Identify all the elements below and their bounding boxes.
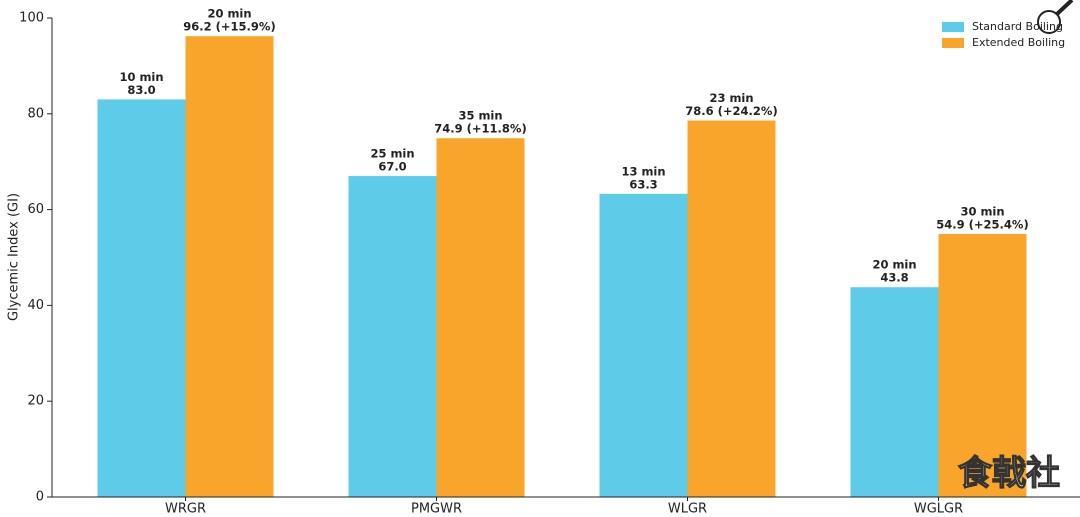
bar (687, 120, 776, 498)
bar (348, 176, 437, 497)
value-label: 96.2 (+15.9%) (183, 20, 275, 34)
x-tick-label: WRGR (165, 502, 206, 517)
value-label: 78.6 (+24.2%) (685, 104, 777, 118)
legend-swatch (942, 22, 964, 32)
y-tick-label: 20 (27, 394, 44, 409)
legend-label: Standard Boiling (972, 20, 1063, 33)
x-tick-label: WGLGR (914, 502, 963, 517)
bar (850, 287, 939, 497)
boil-time-label: 10 min (119, 70, 163, 84)
value-label: 83.0 (127, 83, 155, 97)
legend-label: Extended Boiling (972, 36, 1065, 49)
legend: Standard Boiling Extended Boiling (942, 20, 1065, 49)
value-label: 74.9 (+11.8%) (434, 122, 526, 136)
value-label: 67.0 (378, 160, 406, 174)
y-tick-label: 60 (27, 202, 44, 217)
y-tick-label: 100 (19, 11, 44, 26)
watermark: 食戟社 (958, 454, 1060, 494)
bar (97, 99, 186, 498)
value-label: 43.8 (880, 271, 908, 285)
bar (938, 234, 1027, 498)
boil-time-label: 23 min (709, 91, 753, 105)
boil-time-label: 20 min (207, 7, 251, 21)
boil-time-label: 35 min (458, 109, 502, 123)
bar (436, 138, 525, 497)
bar (185, 36, 274, 498)
x-tick-label: PMGWR (411, 502, 462, 517)
boil-time-label: 30 min (960, 205, 1004, 219)
magnifier-icon (1037, 0, 1074, 34)
x-tick-label: WLGR (668, 502, 707, 517)
boil-time-label: 20 min (872, 258, 916, 272)
bar (599, 193, 688, 497)
y-tick-label: 40 (27, 298, 44, 313)
y-tick-label: 80 (27, 106, 44, 121)
value-label: 63.3 (629, 177, 657, 191)
value-label: 54.9 (+25.4%) (936, 218, 1028, 232)
y-axis-label: Glycemic Index (GI) (7, 193, 22, 321)
boil-time-label: 13 min (621, 164, 665, 178)
y-tick-label: 0 (36, 490, 44, 505)
boil-time-label: 25 min (370, 147, 414, 161)
legend-swatch (942, 38, 964, 48)
